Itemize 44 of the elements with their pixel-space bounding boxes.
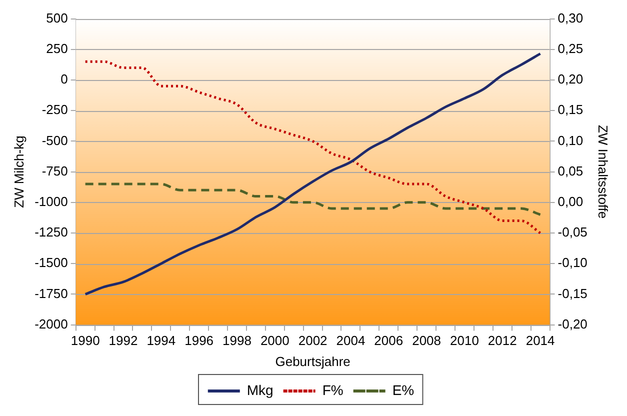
y-tick-label: -750 — [42, 163, 68, 178]
x-tick-label: 1990 — [70, 333, 100, 348]
y-tick-label: 0 — [60, 72, 68, 87]
x-tick-label: 2004 — [336, 333, 366, 348]
y-tick-label: -250 — [42, 102, 68, 118]
legend-label: E% — [392, 382, 414, 398]
y2-tick-label: -0,20 — [558, 316, 588, 332]
y2-tick-label: 0,00 — [558, 194, 584, 209]
x-tick-label: 2014 — [526, 333, 555, 348]
y2-tick-label: 0,05 — [558, 163, 584, 178]
y-tick-label: -500 — [42, 132, 68, 148]
y-tick-label: -1250 — [34, 224, 68, 240]
x-tick-label: 2006 — [374, 333, 404, 348]
y-tick-label: 500 — [46, 10, 68, 26]
x-tick-label: 2008 — [412, 333, 442, 348]
y-axis-title: ZW Milch-kg — [11, 136, 26, 208]
y2-tick-label: -0,05 — [558, 224, 588, 240]
legend-label: Mkg — [246, 382, 274, 398]
x-axis-title: Geburtsjahre — [275, 354, 350, 369]
y-tick-label: -1500 — [34, 255, 68, 270]
x-tick-label: 2010 — [450, 333, 479, 348]
y2-tick-label: 0,25 — [558, 40, 584, 56]
y2-tick-label: 0,20 — [558, 72, 584, 87]
x-tick-label: 1992 — [108, 333, 138, 348]
x-tick-label: 2012 — [488, 333, 517, 348]
line-series — [84, 60, 542, 234]
y2-tick-label: 0,15 — [558, 102, 584, 118]
line-series — [84, 182, 542, 216]
y2-tick-label: -0,15 — [558, 286, 588, 301]
y-tick-label: -1750 — [34, 286, 68, 301]
y2-tick-label: 0,30 — [558, 10, 584, 26]
legend-label: F% — [322, 382, 344, 398]
x-tick-label: 1998 — [222, 333, 252, 348]
x-tick-label: 2002 — [298, 333, 328, 348]
y2-tick-label: -0,10 — [558, 255, 588, 270]
y-tick-label: -1000 — [34, 194, 68, 209]
y-tick-label: 250 — [46, 40, 68, 56]
x-tick-label: 2000 — [260, 333, 290, 348]
x-tick-label: 1994 — [146, 333, 176, 348]
line-series — [84, 52, 542, 296]
x-tick-label: 1996 — [184, 333, 214, 348]
y-tick-label: -2000 — [34, 316, 68, 332]
y2-axis-title: ZW Inhaltsstoffe — [596, 124, 611, 219]
y2-tick-label: 0,10 — [558, 132, 584, 148]
